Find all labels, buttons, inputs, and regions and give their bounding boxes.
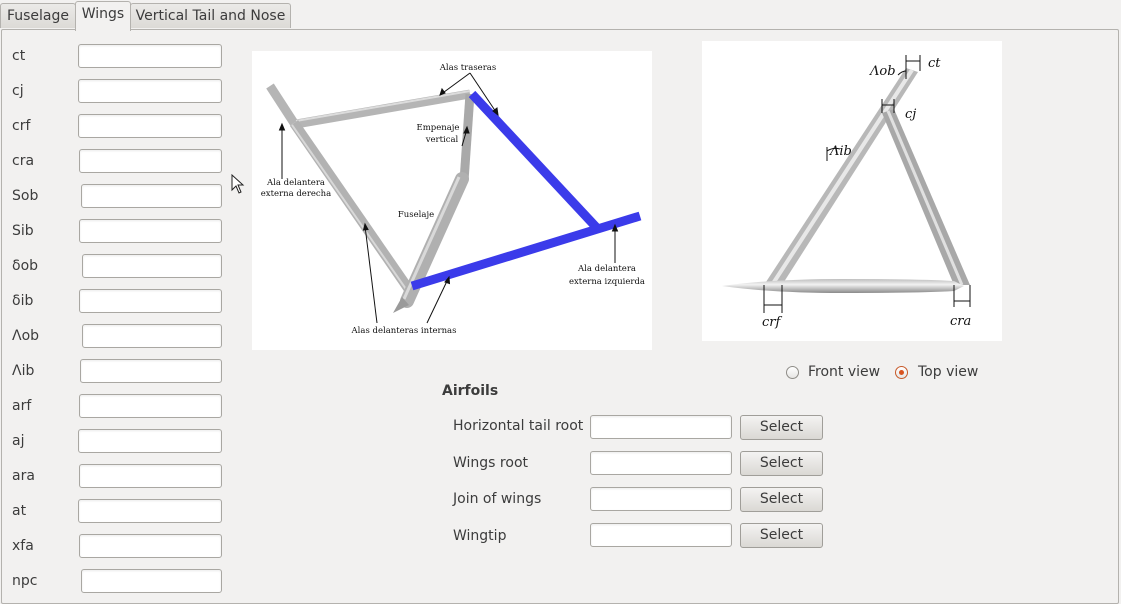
airfoil-label-wingtip: Wingtip [453, 528, 507, 544]
label-cj: cj [905, 107, 916, 122]
param-input-sob[interactable] [81, 184, 222, 208]
airfoil-label-join-of-wings: Join of wings [453, 491, 542, 507]
label-ala-izquierda-1: Ala delantera [577, 264, 636, 274]
airfoil-label-wings-root: Wings root [453, 455, 528, 471]
airfoil-input-horizontal-tail-root[interactable] [590, 415, 732, 439]
param-label-lambda-ib: Λib [12, 363, 35, 379]
param-input-lambda-ob[interactable] [82, 324, 222, 348]
airfoil-input-wingtip[interactable] [590, 523, 732, 547]
param-input-cj[interactable] [78, 79, 222, 103]
label-lambda-ob: Λob [869, 64, 896, 79]
param-label-aj: aj [12, 433, 25, 449]
param-label-crf: crf [12, 118, 31, 134]
label-crf: crf [762, 315, 782, 330]
mouse-cursor-icon [231, 174, 245, 194]
param-input-ara[interactable] [79, 464, 222, 488]
param-label-arf: arf [12, 398, 32, 414]
param-label-at: at [12, 503, 27, 519]
tab-bar: Fuselage Wings Vertical Tail and Nose [0, 0, 1121, 31]
param-input-delta-ib[interactable] [79, 289, 222, 313]
param-label-cra: cra [12, 153, 35, 169]
param-input-ct[interactable] [78, 44, 222, 68]
label-ala-derecha-2: externa derecha [261, 189, 331, 199]
top-view-radio[interactable] [895, 366, 908, 379]
select-wingtip-button[interactable]: Select [740, 523, 823, 548]
param-label-delta-ib: δib [12, 293, 34, 309]
param-label-ct: ct [12, 48, 26, 64]
front-view-label[interactable]: Front view [808, 364, 881, 380]
param-input-cra[interactable] [79, 149, 222, 173]
front-view-radio[interactable] [786, 366, 799, 379]
top-view-label[interactable]: Top view [918, 364, 979, 380]
param-input-aj[interactable] [78, 429, 222, 453]
label-cra: cra [950, 314, 971, 329]
param-input-sib[interactable] [79, 219, 222, 243]
select-horizontal-tail-root-button[interactable]: Select [740, 415, 823, 440]
select-wings-root-button[interactable]: Select [740, 451, 823, 476]
param-label-sob: Sob [12, 188, 39, 204]
param-input-xfa[interactable] [79, 534, 222, 558]
label-ala-derecha-1: Ala delantera [266, 178, 325, 188]
param-input-arf[interactable] [79, 394, 222, 418]
tab-wings[interactable]: Wings [75, 1, 131, 31]
airfoil-input-wings-root[interactable] [590, 451, 732, 475]
param-label-npc: npc [12, 573, 38, 589]
param-label-xfa: xfa [12, 538, 34, 554]
tab-fuselage[interactable]: Fuselage [0, 3, 76, 28]
param-input-lambda-ib[interactable] [80, 359, 222, 383]
wing-configuration-diagram: Alas traseras Empenaje vertical Fuselaje… [252, 51, 652, 350]
label-empenaje: Empenaje [417, 123, 460, 133]
top-view-dimensions-diagram: ct cj Λob Λib crf cra [702, 41, 1002, 341]
label-alas-traseras: Alas traseras [439, 63, 496, 73]
label-fuselaje: Fuselaje [398, 210, 434, 220]
label-lambda-ib: Λib [829, 144, 852, 159]
param-input-npc[interactable] [81, 569, 222, 593]
param-label-sib: Sib [12, 223, 34, 239]
tab-vertical-tail-and-nose[interactable]: Vertical Tail and Nose [130, 3, 291, 28]
label-ct: ct [928, 56, 941, 71]
radio-checked-indicator [899, 370, 904, 375]
label-alas-internas: Alas delanteras internas [351, 326, 457, 336]
param-label-delta-ob: δob [12, 258, 39, 274]
label-empenaje-vertical: vertical [425, 135, 459, 145]
param-input-delta-ob[interactable] [82, 254, 222, 278]
param-label-lambda-ob: Λob [12, 328, 40, 344]
airfoils-title: Airfoils [442, 383, 499, 399]
param-input-at[interactable] [78, 499, 222, 523]
param-input-crf[interactable] [78, 114, 222, 138]
airfoil-input-join-of-wings[interactable] [590, 487, 732, 511]
select-join-of-wings-button[interactable]: Select [740, 487, 823, 512]
label-ala-izquierda-2: externa izquierda [569, 277, 645, 287]
param-label-cj: cj [12, 83, 24, 99]
airfoil-label-horizontal-tail-root: Horizontal tail root [453, 418, 584, 434]
param-label-ara: ara [12, 468, 35, 484]
